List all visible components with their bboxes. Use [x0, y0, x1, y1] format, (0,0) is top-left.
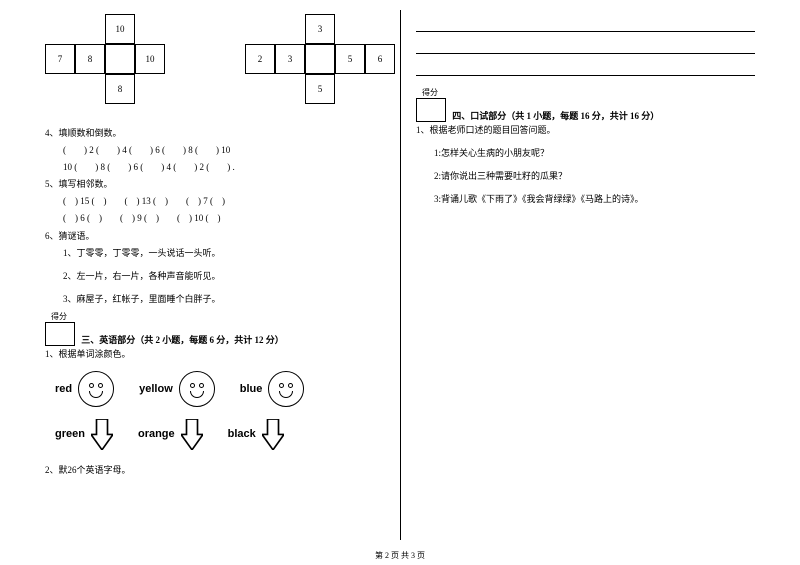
- item-red: red: [55, 371, 114, 407]
- section3-header: 得分 三、英语部分（共 2 小题，每题 6 分，共计 12 分）: [45, 322, 385, 346]
- score-box: 得分: [45, 322, 75, 346]
- word-orange: orange: [138, 428, 175, 440]
- s3-q1: 1、根据单词涂颜色。: [45, 346, 385, 363]
- cell-center: [105, 44, 135, 74]
- q5-row1: ( ) 15 ( ) ( ) 13 ( ) ( ) 7 ( ): [45, 193, 385, 210]
- s4-sub1: 1:怎样关心生病的小朋友呢？: [416, 145, 755, 162]
- page-footer: 第 2 页 共 3 页: [0, 550, 800, 561]
- section4-header: 得分 四、口试部分（共 1 小题，每题 16 分，共计 16 分）: [416, 98, 755, 122]
- smiley-icon: [268, 371, 304, 407]
- item-green: green: [55, 419, 113, 450]
- q4-row2: 10 ( ) 8 ( ) 6 ( ) 4 ( ) 2 ( ) .: [45, 159, 385, 176]
- left-column: 10 7 8 10 8 3 2 3 5 6 5 4、填顺数和倒数。 ( ) 2 …: [30, 10, 401, 540]
- s4-q1: 1、根据老师口述的题目回答问题。: [416, 122, 755, 139]
- q4-title: 4、填顺数和倒数。: [45, 125, 385, 142]
- s3-q2: 2、默26个英语字母。: [45, 462, 385, 479]
- score-label: 得分: [49, 311, 69, 322]
- score-box: 得分: [416, 98, 446, 122]
- cell-bottom: 8: [105, 74, 135, 104]
- smiley-row-top: red yellow blue: [55, 371, 385, 407]
- word-blue: blue: [240, 383, 263, 395]
- cell-bottom: 5: [305, 74, 335, 104]
- section3-title: 三、英语部分（共 2 小题，每题 6 分，共计 12 分）: [81, 335, 284, 345]
- cell-l2: 3: [275, 44, 305, 74]
- write-line: [416, 16, 755, 32]
- word-green: green: [55, 428, 85, 440]
- arrow-icon: [181, 419, 203, 450]
- arrow-icon: [262, 419, 284, 450]
- item-orange: orange: [138, 419, 203, 450]
- cell-r1: 5: [335, 44, 365, 74]
- cell-l1: 7: [45, 44, 75, 74]
- cross-diagram-2: 3 2 3 5 6 5: [235, 10, 385, 110]
- cell-center: [305, 44, 335, 74]
- section4-title: 四、口试部分（共 1 小题，每题 16 分，共计 16 分）: [452, 111, 659, 121]
- s4-sub2: 2:请你说出三种需要吐籽的瓜果？: [416, 168, 755, 185]
- cross-diagram-1: 10 7 8 10 8: [45, 10, 195, 110]
- q5-title: 5、填写相邻数。: [45, 176, 385, 193]
- write-line: [416, 38, 755, 54]
- cell-top: 10: [105, 14, 135, 44]
- word-yellow: yellow: [139, 383, 173, 395]
- q6-r1: 1、丁零零，丁零零，一头说话一头听。: [45, 245, 385, 262]
- item-black: black: [228, 419, 284, 450]
- write-line: [416, 60, 755, 76]
- q6-r2: 2、左一片，右一片，各种声音能听见。: [45, 268, 385, 285]
- right-column: 得分 四、口试部分（共 1 小题，每题 16 分，共计 16 分） 1、根据老师…: [401, 10, 770, 540]
- cross-diagrams: 10 7 8 10 8 3 2 3 5 6 5: [45, 10, 385, 110]
- cell-top: 3: [305, 14, 335, 44]
- smiley-icon: [78, 371, 114, 407]
- score-label: 得分: [420, 87, 440, 98]
- item-blue: blue: [240, 371, 305, 407]
- word-red: red: [55, 383, 72, 395]
- q4-row1: ( ) 2 ( ) 4 ( ) 6 ( ) 8 ( ) 10: [45, 142, 385, 159]
- arrow-icon: [91, 419, 113, 450]
- q6-r3: 3、麻屋子，红帐子，里面睡个白胖子。: [45, 291, 385, 308]
- cell-l2: 8: [75, 44, 105, 74]
- word-black: black: [228, 428, 256, 440]
- cell-l1: 2: [245, 44, 275, 74]
- item-yellow: yellow: [139, 371, 215, 407]
- cell-r2: 6: [365, 44, 395, 74]
- q6-title: 6、猜谜语。: [45, 228, 385, 245]
- q5-row2: ( ) 6 ( ) ( ) 9 ( ) ( ) 10 ( ): [45, 210, 385, 227]
- s4-sub3: 3:背诵儿歌《下雨了》《我会背绿绿》《马路上的诗》。: [416, 191, 755, 208]
- arrow-row-bottom: green orange black: [55, 419, 385, 450]
- smiley-icon: [179, 371, 215, 407]
- cell-r: 10: [135, 44, 165, 74]
